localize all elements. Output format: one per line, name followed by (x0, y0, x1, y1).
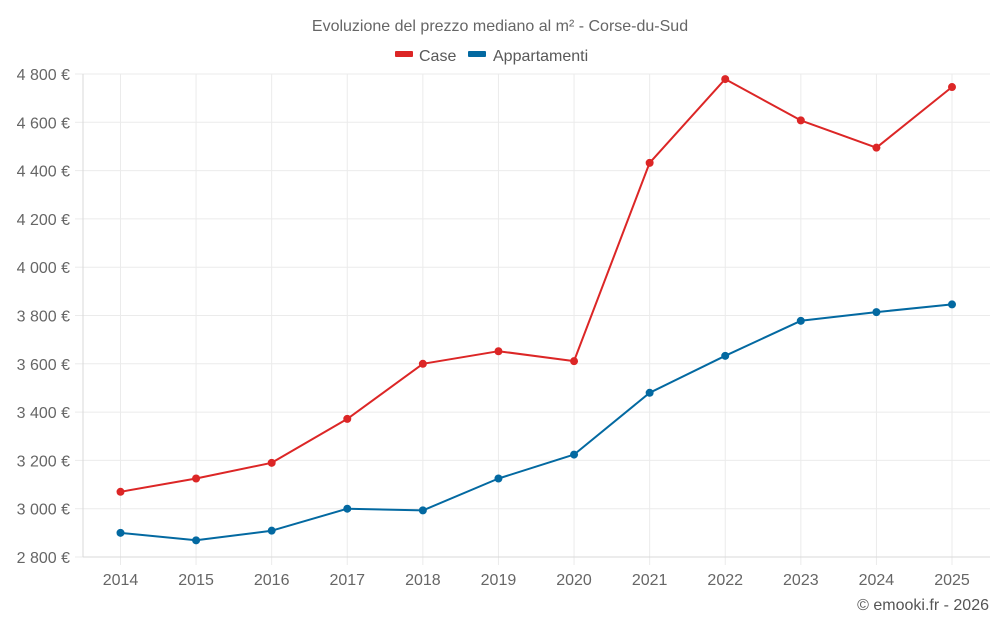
chart-title: Evoluzione del prezzo mediano al m² - Co… (312, 18, 688, 35)
data-point-appartamenti-2014[interactable] (116, 528, 125, 537)
x-tick-label: 2014 (103, 572, 139, 589)
data-point-appartamenti-2015[interactable] (192, 536, 201, 545)
data-point-case-2019[interactable] (494, 347, 503, 356)
data-point-appartamenti-2020[interactable] (570, 450, 579, 459)
data-point-appartamenti-2018[interactable] (418, 506, 427, 515)
data-point-case-2017[interactable] (343, 414, 352, 423)
data-point-case-2024[interactable] (872, 143, 881, 152)
data-point-appartamenti-2021[interactable] (645, 388, 654, 397)
x-tick-label: 2017 (329, 572, 365, 589)
x-tick-label: 2020 (556, 572, 592, 589)
x-tick-label: 2022 (707, 572, 743, 589)
data-point-appartamenti-2025[interactable] (948, 300, 956, 309)
y-tick-label: 3 400 € (17, 405, 70, 422)
data-point-appartamenti-2022[interactable] (721, 351, 730, 360)
data-point-case-2025[interactable] (948, 83, 956, 92)
data-point-appartamenti-2023[interactable] (796, 316, 805, 325)
x-tick-label: 2024 (859, 572, 895, 589)
legend-label-case: Case (419, 48, 456, 65)
y-tick-label: 4 000 € (17, 260, 70, 277)
grid (83, 73, 990, 565)
x-tick-label: 2018 (405, 572, 441, 589)
data-point-case-2023[interactable] (796, 116, 805, 125)
y-tick-label: 4 200 € (17, 212, 70, 229)
data-point-case-2016[interactable] (267, 458, 276, 467)
x-axis-labels: 2014 2015 2016 2017 2018 2019 2020 2021 2022 2023… (103, 572, 970, 589)
data-point-case-2021[interactable] (645, 158, 654, 167)
legend-swatch-appartamenti (468, 51, 486, 57)
data-point-appartamenti-2017[interactable] (343, 504, 352, 513)
legend-swatch-case (395, 51, 413, 57)
data-point-case-2022[interactable] (721, 75, 730, 84)
data-point-case-2014[interactable] (116, 487, 125, 496)
series-appartamenti (116, 300, 956, 545)
y-tick-label: 3 800 € (17, 309, 70, 326)
data-point-case-2018[interactable] (418, 359, 427, 368)
x-tick-label: 2021 (632, 572, 668, 589)
data-point-appartamenti-2024[interactable] (872, 308, 881, 317)
series-line-appartamenti (120, 303, 953, 542)
y-tick-label: 4 600 € (17, 115, 70, 132)
y-tick-label: 2 800 € (17, 550, 70, 567)
axes (75, 73, 990, 558)
series-case (116, 75, 956, 496)
credit-text: © emooki.fr - 2026 (857, 597, 989, 614)
legend-item-appartamenti[interactable]: Appartamenti (468, 48, 588, 65)
series-line-case (120, 78, 953, 493)
data-point-case-2020[interactable] (570, 357, 579, 366)
data-point-case-2015[interactable] (192, 474, 201, 483)
x-tick-label: 2016 (254, 572, 290, 589)
legend-label-appartamenti: Appartamenti (493, 48, 588, 65)
y-tick-label: 3 200 € (17, 453, 70, 470)
data-point-appartamenti-2016[interactable] (267, 526, 276, 535)
legend-item-case[interactable]: Case (395, 48, 456, 65)
data-point-appartamenti-2019[interactable] (494, 474, 503, 483)
legend: Case Appartamenti (395, 48, 588, 65)
x-tick-label: 2025 (934, 572, 970, 589)
y-axis-labels: 2 800 € 3 000 € 3 200 € 3 400 € 3 600 € 3 800… (17, 67, 70, 567)
series (116, 75, 956, 545)
y-tick-label: 3 600 € (17, 357, 70, 374)
y-tick-label: 4 400 € (17, 164, 70, 181)
y-tick-label: 3 000 € (17, 502, 70, 519)
x-tick-label: 2019 (481, 572, 517, 589)
x-tick-label: 2023 (783, 572, 819, 589)
x-tick-label: 2015 (178, 572, 214, 589)
y-tick-label: 4 800 € (17, 67, 70, 84)
